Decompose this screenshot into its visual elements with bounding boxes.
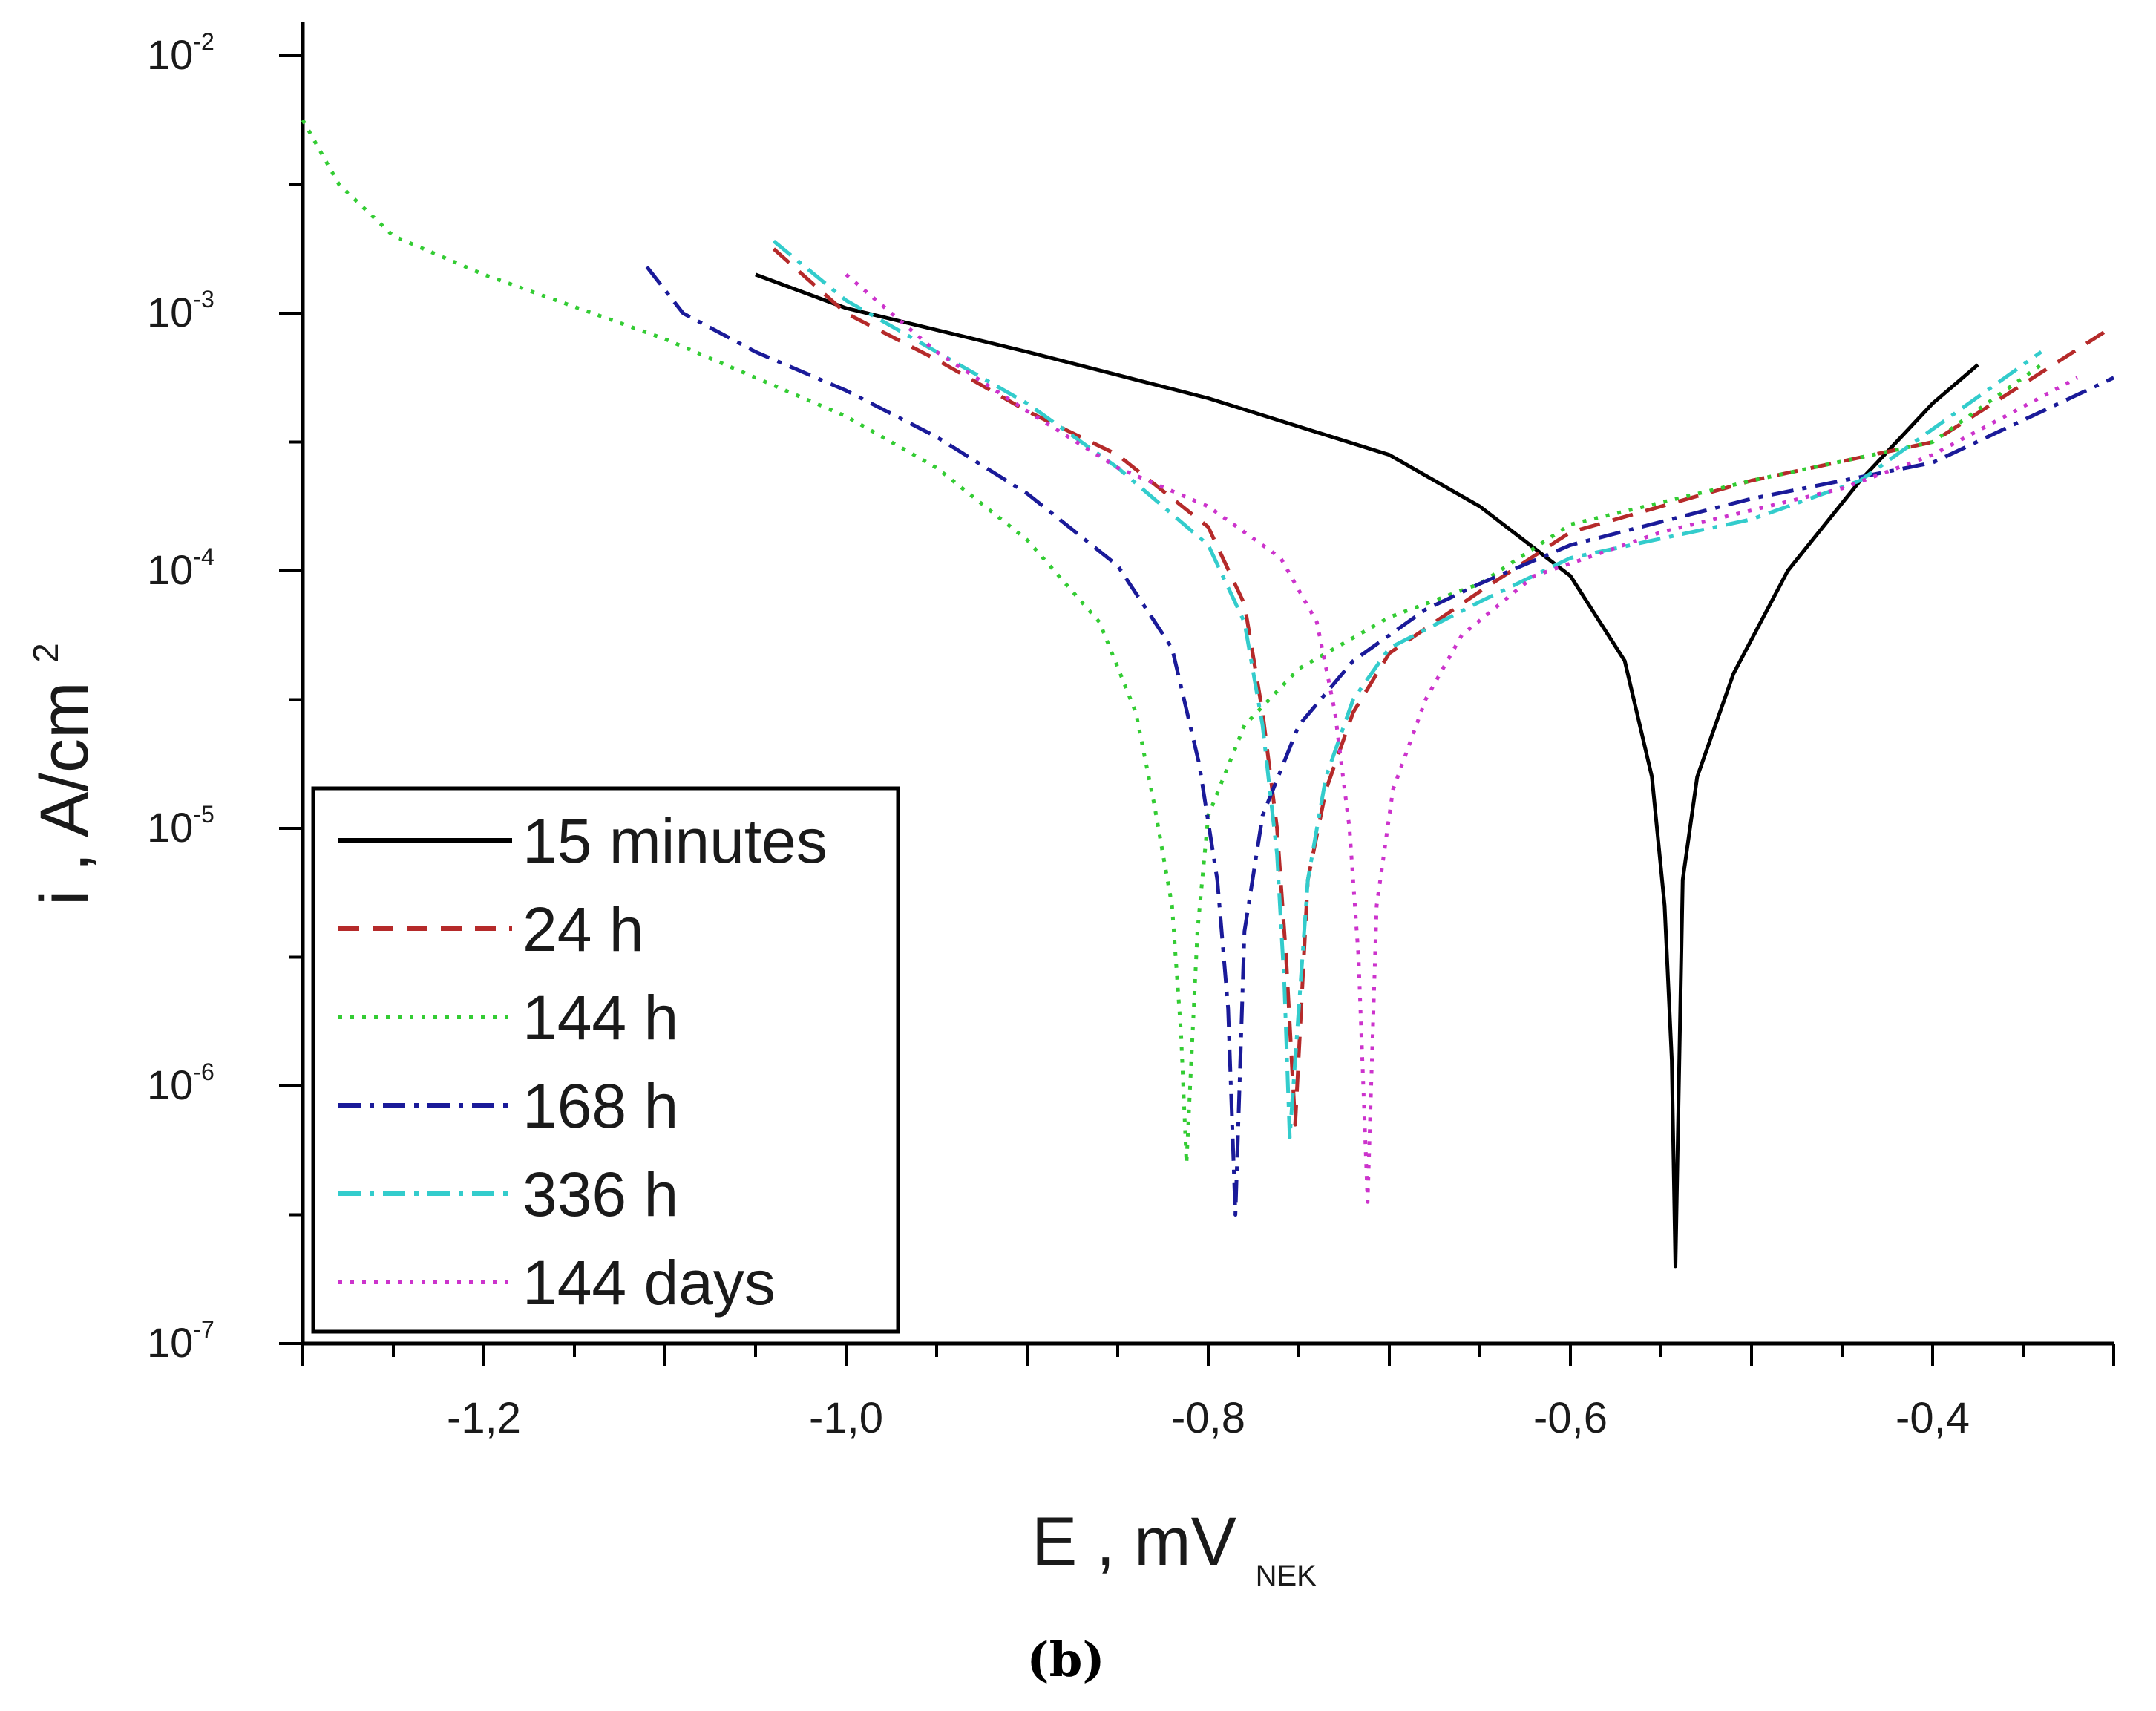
y-tick-exponent: -5 — [193, 801, 214, 828]
y-tick-base: 10 — [147, 546, 193, 593]
x-tick-label: -1,2 — [447, 1394, 521, 1442]
y-tick-label: 10-4 — [147, 543, 214, 593]
x-tick-label: -0,4 — [1895, 1394, 1970, 1442]
series-line-0 — [755, 272, 1979, 1269]
x-axis-title-main: E , mV — [1032, 1504, 1236, 1580]
y-tick-exponent: -2 — [193, 28, 214, 55]
y-axis-title: i , A/cm 2 — [27, 643, 102, 906]
legend: 15 minutes 24 h 144 h 168 h 336 h 144 days — [311, 786, 900, 1334]
series-line-4 — [772, 239, 2042, 1139]
panel-label: (b) — [1026, 1632, 1104, 1688]
x-tick-label: -0,8 — [1171, 1394, 1245, 1442]
y-tick-exponent: -7 — [193, 1316, 214, 1343]
y-tick-label: 10-2 — [147, 28, 214, 78]
y-tick-base: 10 — [147, 31, 193, 78]
x-tick-label: -1,0 — [809, 1394, 883, 1442]
y-tick-base: 10 — [147, 1061, 193, 1108]
series-lines — [301, 119, 2115, 1269]
y-tick-label: 10-3 — [147, 286, 214, 336]
x-axis-ticks: -1,2 -1,0 -0,8 -0,6 -0,4 — [301, 1344, 2115, 1442]
x-axis-title: E , mV NEK — [1032, 1504, 1317, 1592]
y-tick-exponent: -6 — [193, 1059, 214, 1085]
y-tick-base: 10 — [147, 289, 193, 336]
y-tick-label: 10-5 — [147, 801, 214, 851]
y-tick-exponent: -3 — [193, 286, 214, 313]
legend-label-4: 336 h — [522, 1159, 678, 1229]
y-axis-title-main: i , A/cm — [27, 681, 102, 906]
x-tick-label: -0,6 — [1533, 1394, 1608, 1442]
y-tick-label: 10-7 — [147, 1316, 214, 1366]
y-tick-exponent: -4 — [193, 543, 214, 570]
y-tick-base: 10 — [147, 1319, 193, 1366]
y-axis-title-superscript: 2 — [27, 643, 66, 663]
y-tick-label: 10-6 — [147, 1059, 214, 1108]
series-line-1 — [772, 247, 2115, 1127]
series-line-3 — [645, 265, 2115, 1217]
legend-label-1: 24 h — [522, 894, 644, 964]
y-tick-base: 10 — [147, 804, 193, 851]
series-line-2 — [301, 119, 2042, 1165]
series-line-5 — [845, 272, 2079, 1204]
x-axis-title-subscript: NEK — [1256, 1560, 1317, 1592]
legend-label-0: 15 minutes — [522, 806, 828, 876]
legend-label-3: 168 h — [522, 1071, 678, 1141]
legend-box — [311, 786, 900, 1334]
y-axis-ticks: 10-210-310-410-510-610-7 — [147, 28, 303, 1366]
legend-label-5: 144 days — [522, 1248, 776, 1318]
legend-label-2: 144 h — [522, 983, 678, 1053]
